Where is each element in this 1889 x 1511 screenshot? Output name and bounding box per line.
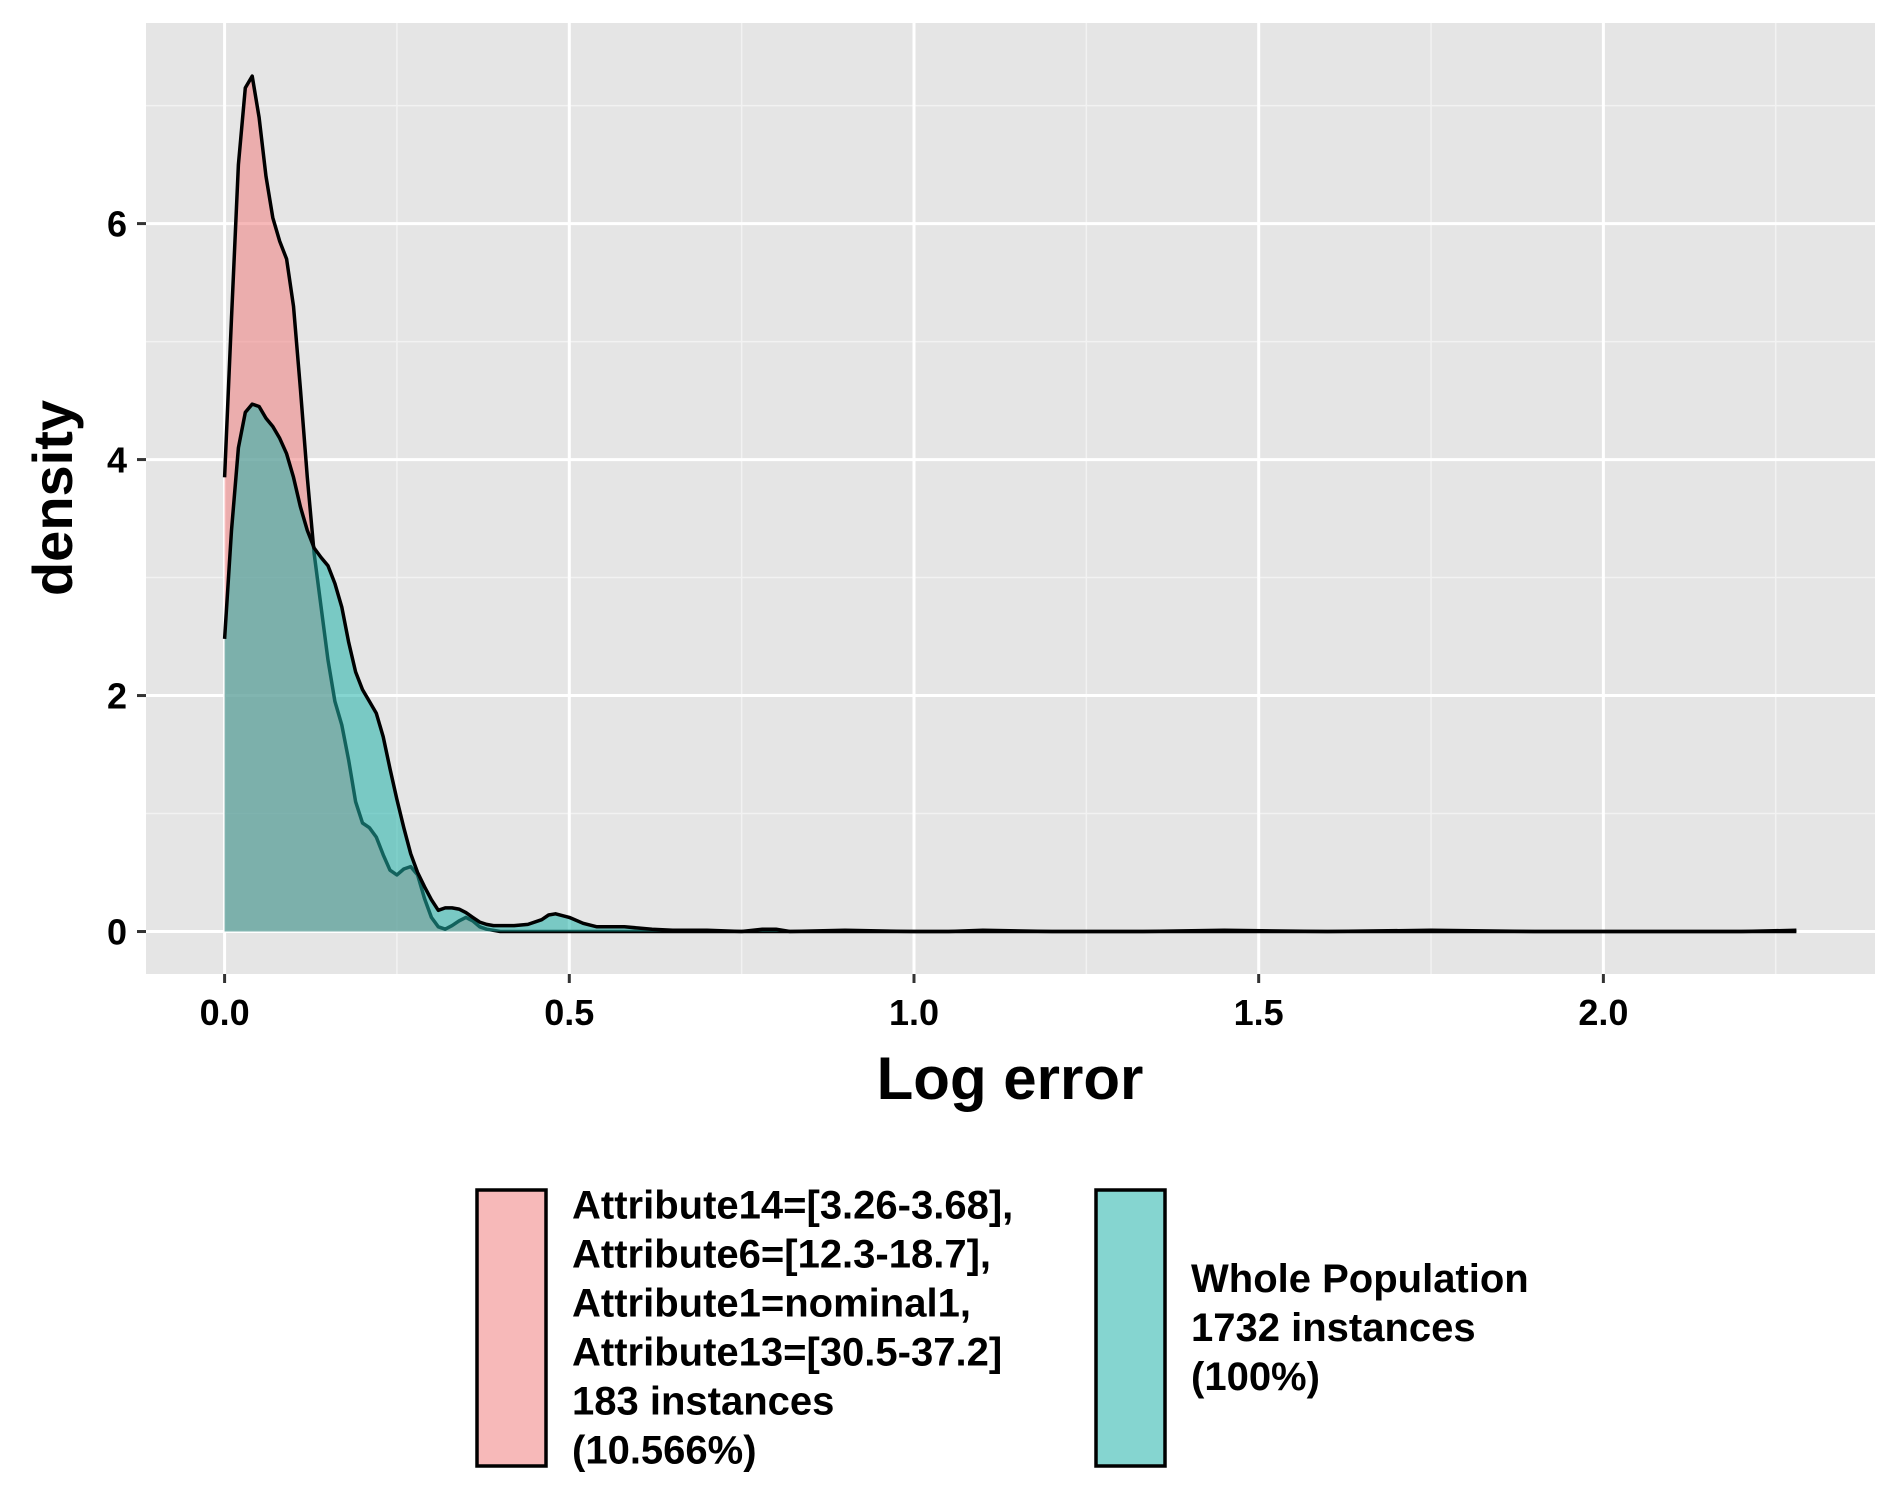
legend-label-line: Attribute1=nominal1, — [572, 1282, 971, 1326]
legend-label-line: 1732 instances — [1191, 1306, 1476, 1350]
y-tick-label: 0 — [107, 912, 127, 953]
legend-label-line: Attribute13=[30.5-37.2] — [572, 1331, 1002, 1375]
legend-key-1 — [1094, 1188, 1167, 1468]
y-tick-label: 6 — [107, 204, 127, 245]
legend-label-line: (10.566%) — [572, 1429, 757, 1473]
y-tick-label: 2 — [107, 676, 127, 717]
x-tick-label: 1.0 — [889, 992, 939, 1033]
legend-key-0 — [475, 1188, 548, 1468]
legend-label-1: Whole Population 1732 instances (100%) — [1191, 1257, 1529, 1399]
legend: Attribute14=[3.26-3.68], Attribute6=[12.3… — [475, 1184, 1529, 1473]
x-axis-title: Log error — [877, 1045, 1144, 1112]
x-tick-label: 0.5 — [544, 992, 594, 1033]
legend-label-line: 183 instances — [572, 1380, 834, 1424]
series-area-1 — [224, 404, 1797, 932]
series-outline-1 — [222, 402, 1797, 934]
plot-panel — [146, 23, 1875, 974]
legend-label-line: (100%) — [1191, 1355, 1320, 1399]
x-tick-label: 0.0 — [200, 992, 250, 1033]
legend-label-line: Attribute6=[12.3-18.7], — [572, 1233, 991, 1277]
grid-minor — [146, 23, 1875, 974]
x-axis: 0.0 0.5 1.0 1.5 2.0 — [200, 974, 1628, 1033]
y-axis-title: density — [21, 400, 84, 596]
y-tick-label: 4 — [107, 440, 127, 481]
legend-label-line: Attribute14=[3.26-3.68], — [572, 1184, 1013, 1228]
x-tick-label: 1.5 — [1234, 992, 1284, 1033]
x-tick-label: 2.0 — [1578, 992, 1628, 1033]
legend-label-line: Whole Population — [1191, 1257, 1529, 1301]
legend-label-0: Attribute14=[3.26-3.68], Attribute6=[12.3… — [572, 1184, 1013, 1473]
series-layer — [222, 74, 1797, 934]
y-axis: 0 2 4 6 — [107, 204, 146, 953]
